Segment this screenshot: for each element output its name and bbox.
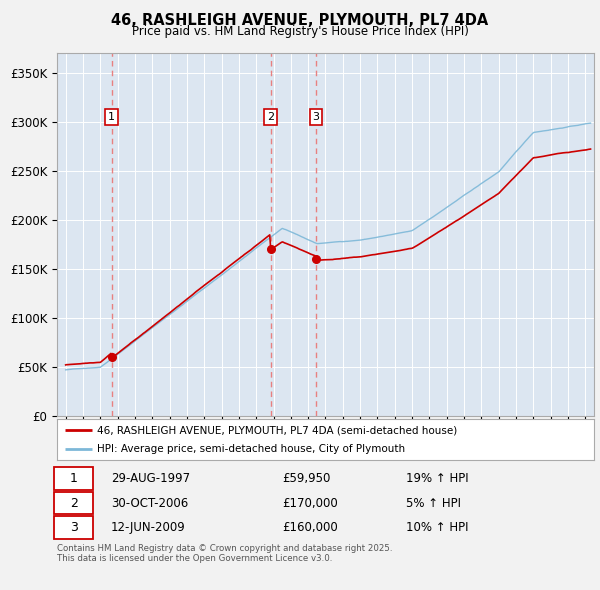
Text: Price paid vs. HM Land Registry's House Price Index (HPI): Price paid vs. HM Land Registry's House … xyxy=(131,25,469,38)
Text: HPI: Average price, semi-detached house, City of Plymouth: HPI: Average price, semi-detached house,… xyxy=(97,444,406,454)
Text: £59,950: £59,950 xyxy=(283,472,331,485)
Text: 1: 1 xyxy=(108,112,115,122)
Text: 29-AUG-1997: 29-AUG-1997 xyxy=(111,472,190,485)
Text: 1: 1 xyxy=(70,472,77,485)
FancyBboxPatch shape xyxy=(55,467,93,490)
FancyBboxPatch shape xyxy=(55,492,93,514)
Text: 46, RASHLEIGH AVENUE, PLYMOUTH, PL7 4DA: 46, RASHLEIGH AVENUE, PLYMOUTH, PL7 4DA xyxy=(112,13,488,28)
Text: £160,000: £160,000 xyxy=(283,521,338,534)
Text: 46, RASHLEIGH AVENUE, PLYMOUTH, PL7 4DA (semi-detached house): 46, RASHLEIGH AVENUE, PLYMOUTH, PL7 4DA … xyxy=(97,425,458,435)
Text: 3: 3 xyxy=(70,521,77,534)
Text: 12-JUN-2009: 12-JUN-2009 xyxy=(111,521,185,534)
Text: 3: 3 xyxy=(313,112,319,122)
Text: 5% ↑ HPI: 5% ↑ HPI xyxy=(406,497,461,510)
Text: £170,000: £170,000 xyxy=(283,497,338,510)
Text: 2: 2 xyxy=(70,497,77,510)
Text: 30-OCT-2006: 30-OCT-2006 xyxy=(111,497,188,510)
Text: 10% ↑ HPI: 10% ↑ HPI xyxy=(406,521,469,534)
Text: 2: 2 xyxy=(267,112,274,122)
Text: Contains HM Land Registry data © Crown copyright and database right 2025.
This d: Contains HM Land Registry data © Crown c… xyxy=(57,544,392,563)
FancyBboxPatch shape xyxy=(55,516,93,539)
Text: 19% ↑ HPI: 19% ↑ HPI xyxy=(406,472,469,485)
